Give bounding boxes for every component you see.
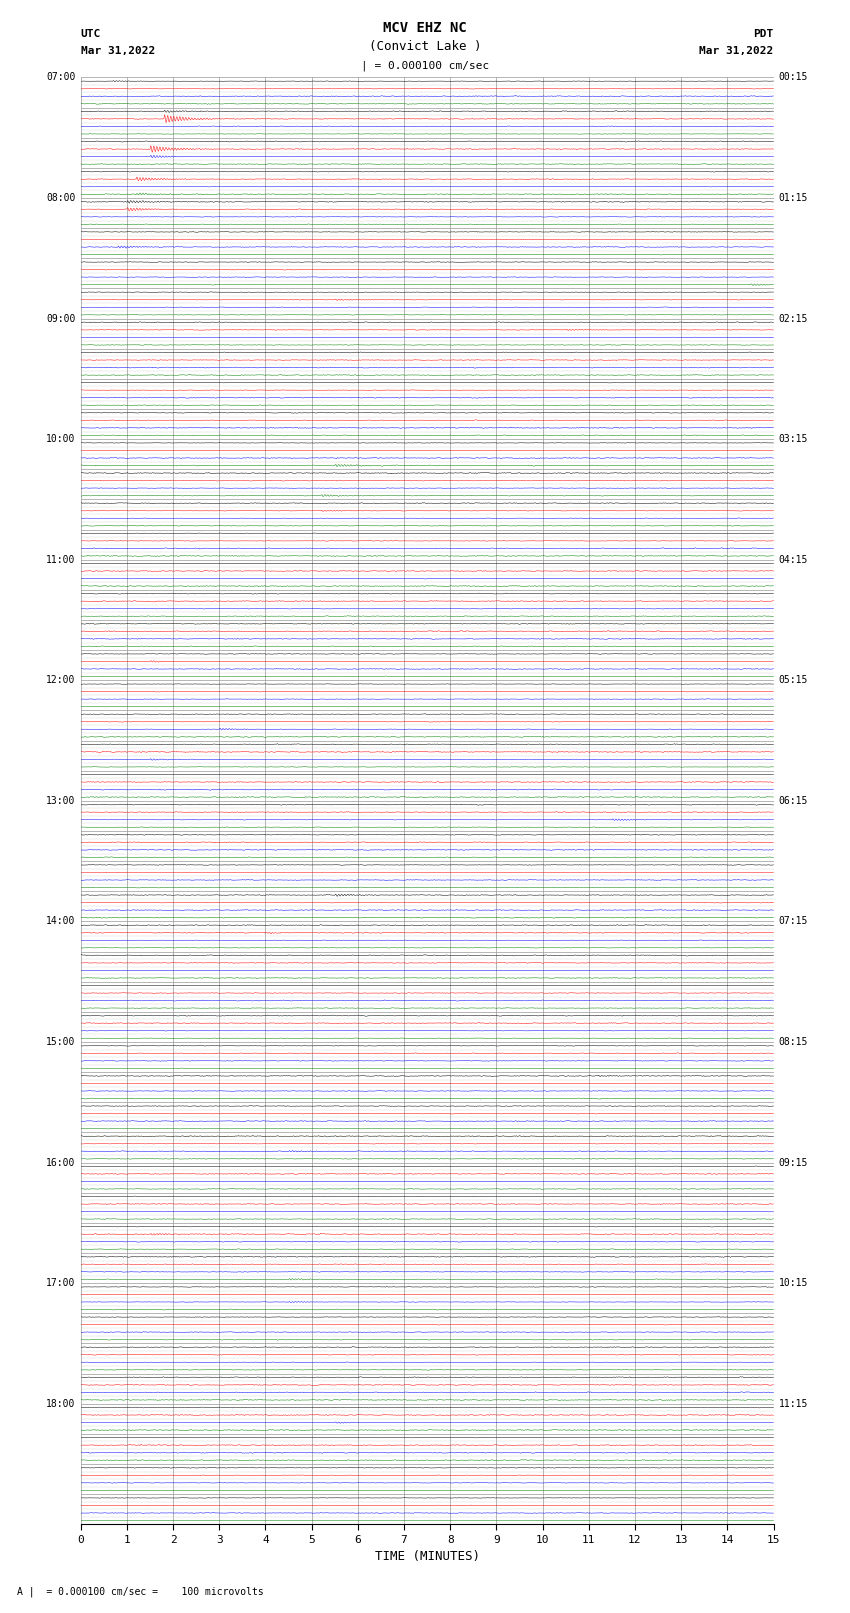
Text: 00:15: 00:15 — [779, 73, 808, 82]
Text: 08:15: 08:15 — [779, 1037, 808, 1047]
Text: 17:00: 17:00 — [46, 1277, 76, 1289]
Text: 03:15: 03:15 — [779, 434, 808, 444]
Text: 06:15: 06:15 — [779, 795, 808, 806]
Text: 07:15: 07:15 — [779, 916, 808, 926]
X-axis label: TIME (MINUTES): TIME (MINUTES) — [375, 1550, 479, 1563]
Text: PDT: PDT — [753, 29, 774, 39]
Text: 12:00: 12:00 — [46, 676, 76, 686]
Text: 09:15: 09:15 — [779, 1158, 808, 1168]
Text: 09:00: 09:00 — [46, 313, 76, 324]
Text: MCV EHZ NC: MCV EHZ NC — [383, 21, 467, 35]
Text: 15:00: 15:00 — [46, 1037, 76, 1047]
Text: 01:15: 01:15 — [779, 194, 808, 203]
Text: 07:00: 07:00 — [46, 73, 76, 82]
Text: 10:15: 10:15 — [779, 1277, 808, 1289]
Text: 16:00: 16:00 — [46, 1158, 76, 1168]
Text: 11:00: 11:00 — [46, 555, 76, 565]
Text: | = 0.000100 cm/sec: | = 0.000100 cm/sec — [361, 60, 489, 71]
Text: 04:15: 04:15 — [779, 555, 808, 565]
Text: 11:15: 11:15 — [779, 1398, 808, 1408]
Text: 02:15: 02:15 — [779, 313, 808, 324]
Text: 18:00: 18:00 — [46, 1398, 76, 1408]
Text: 13:00: 13:00 — [46, 795, 76, 806]
Text: UTC: UTC — [81, 29, 101, 39]
Text: (Convict Lake ): (Convict Lake ) — [369, 40, 481, 53]
Text: 08:00: 08:00 — [46, 194, 76, 203]
Text: 05:15: 05:15 — [779, 676, 808, 686]
Text: Mar 31,2022: Mar 31,2022 — [700, 47, 774, 56]
Text: 10:00: 10:00 — [46, 434, 76, 444]
Text: 14:00: 14:00 — [46, 916, 76, 926]
Text: A |  = 0.000100 cm/sec =    100 microvolts: A | = 0.000100 cm/sec = 100 microvolts — [17, 1586, 264, 1597]
Text: Mar 31,2022: Mar 31,2022 — [81, 47, 155, 56]
